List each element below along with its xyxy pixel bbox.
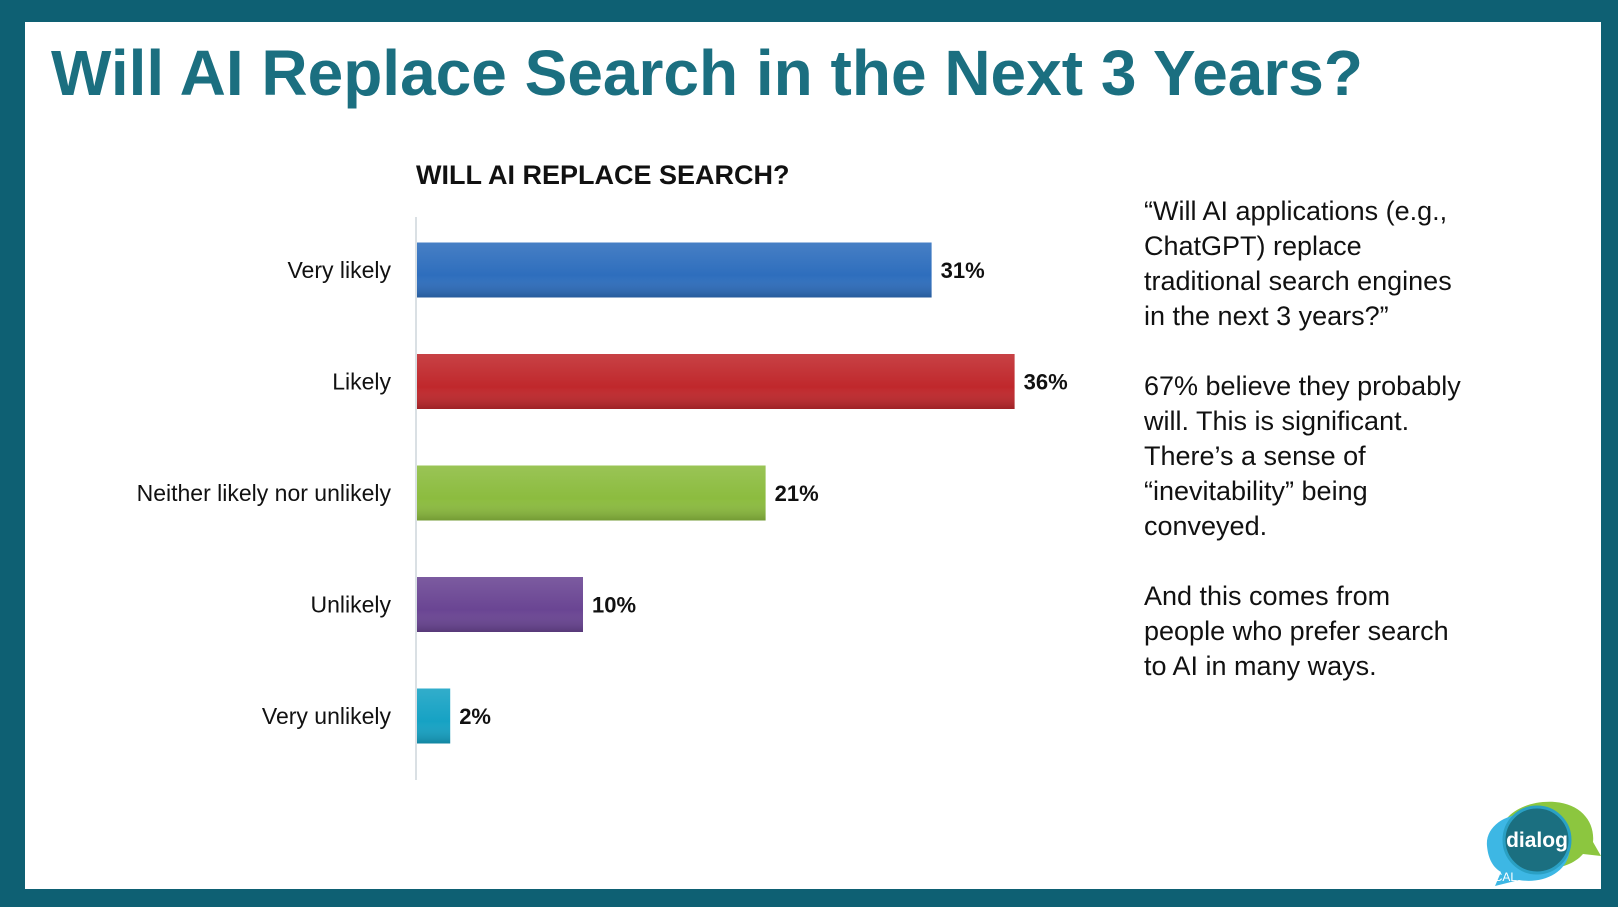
bar-chart: WILL AI REPLACE SEARCH? Very likely 31% Li… xyxy=(25,22,1145,889)
chart-svg: WILL AI REPLACE SEARCH? Very likely 31% Li… xyxy=(137,160,1068,780)
value-label-very-likely: 31% xyxy=(941,258,985,283)
bar-shade-unlikely xyxy=(417,577,583,632)
bar-shade-neither-likely-nor-unlikely xyxy=(417,465,766,521)
category-label-very-likely: Very likely xyxy=(287,257,391,283)
category-label-neither-likely-nor-unlikely: Neither likely nor unlikely xyxy=(137,480,392,506)
value-label-neither-likely-nor-unlikely: 21% xyxy=(775,481,819,506)
logo-tagline: AI meets LOCAL xyxy=(1427,870,1518,884)
chart-title: WILL AI REPLACE SEARCH? xyxy=(416,160,790,190)
category-label-unlikely: Unlikely xyxy=(310,592,391,618)
logo-text: dialog xyxy=(1506,829,1568,852)
value-label-likely: 36% xyxy=(1024,370,1068,395)
slide-title: Will AI Replace Search in the Next 3 Yea… xyxy=(51,37,1363,109)
commentary-context: And this comes from people who prefer se… xyxy=(1144,581,1449,681)
logo-circle xyxy=(1502,805,1572,875)
category-label-likely: Likely xyxy=(332,369,391,395)
bar-shade-likely xyxy=(417,354,1015,409)
dialog-logo: dialog xyxy=(1477,800,1601,889)
value-label-very-unlikely: 2% xyxy=(459,704,491,729)
category-label-very-unlikely: Very unlikely xyxy=(262,703,392,729)
commentary-question: “Will AI applications (e.g., ChatGPT) re… xyxy=(1144,196,1452,331)
commentary-finding: 67% believe they probably will. This is … xyxy=(1144,371,1461,541)
commentary: “Will AI applications (e.g., ChatGPT) re… xyxy=(1144,194,1464,719)
bar-shade-very-likely xyxy=(417,242,932,298)
bar-shade-very-unlikely xyxy=(417,688,451,744)
slide: Will AI Replace Search in the Next 3 Yea… xyxy=(25,22,1601,889)
value-label-unlikely: 10% xyxy=(592,593,636,618)
bars-group: Very likely 31% Likely 36% Neither likely no… xyxy=(137,242,1068,744)
